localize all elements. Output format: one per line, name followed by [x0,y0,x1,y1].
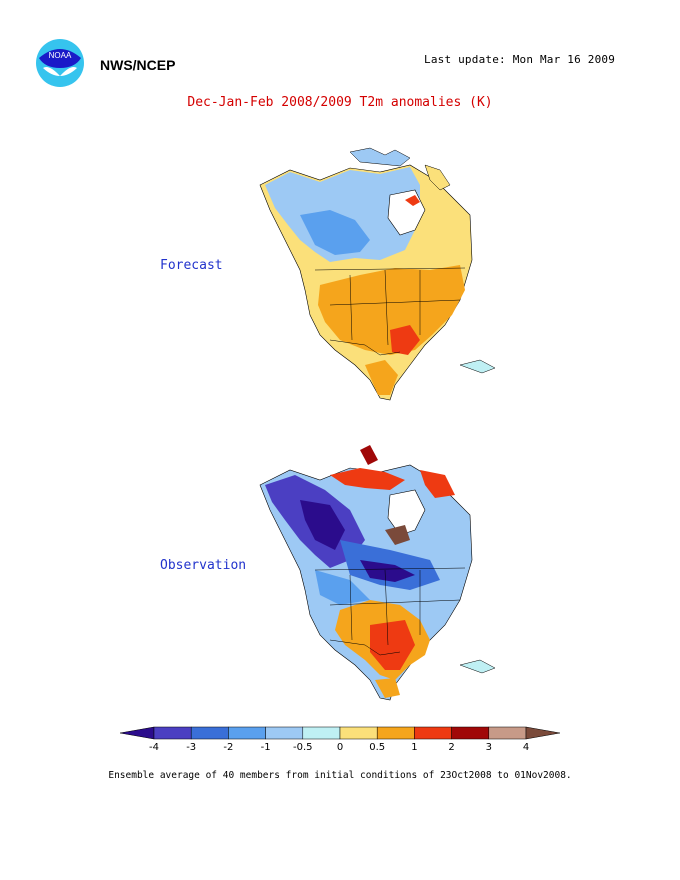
colorbar-swatch [190,726,229,740]
agency-name: NWS/NCEP [100,57,176,73]
colorbar-tick-label: 3 [486,742,492,753]
footnote: Ensemble average of 40 members from init… [108,770,572,781]
colorbar: -4 -3 -2 -1 -0.5 0 0.5 1 2 3 4 [120,726,560,753]
forecast-anomaly-map [259,147,496,401]
panel-label-observation: Observation [160,558,247,573]
colorbar-swatch [376,726,415,740]
observation-anomaly-map [259,445,496,701]
colorbar-tick-label: -0.5 [293,742,313,753]
last-update-text: Last update: Mon Mar 16 2009 [424,53,616,66]
colorbar-swatch [153,726,192,740]
colorbar-tick-label: -4 [149,742,159,753]
colorbar-tick-label: 2 [448,742,454,753]
colorbar-tick-label: 0.5 [369,742,385,753]
colorbar-swatch [451,726,490,740]
colorbar-tick-label: -2 [223,742,233,753]
colorbar-arrow-high [525,726,560,740]
svg-text:NOAA: NOAA [49,51,72,60]
colorbar-swatch [265,726,304,740]
colorbar-tick-label: 0 [337,742,343,753]
panel-label-forecast: Forecast [160,258,223,273]
colorbar-swatch [228,726,266,740]
colorbar-swatch [339,726,378,740]
colorbar-arrow-low [120,726,155,740]
colorbar-tick-label: 1 [411,742,417,753]
colorbar-tick-label: 4 [523,742,529,753]
colorbar-tick-label: -3 [186,742,196,753]
colorbar-tick-label: -1 [261,742,271,753]
colorbar-swatch [488,726,527,740]
colorbar-swatch [302,726,341,740]
figure-title: Dec-Jan-Feb 2008/2009 T2m anomalies (K) [187,95,493,110]
noaa-logo-icon: NOAA [36,39,84,87]
colorbar-swatch [414,726,452,740]
